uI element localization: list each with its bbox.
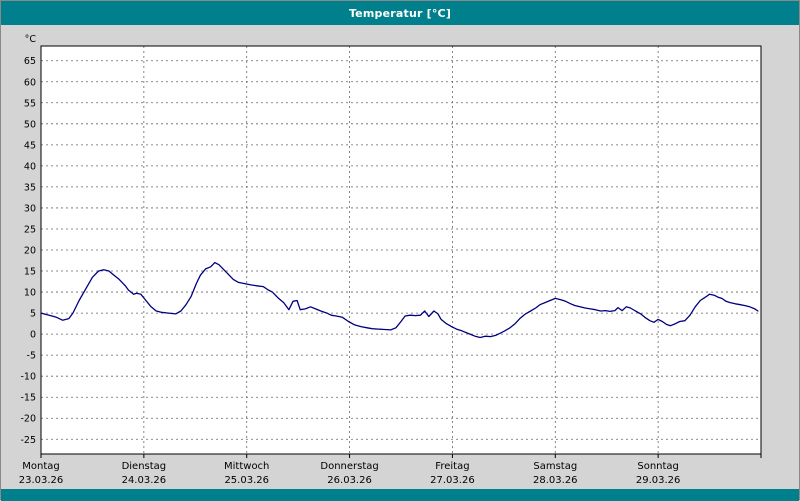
svg-text:50: 50 <box>24 119 36 130</box>
x-weekday-label: Sonntag <box>637 461 679 472</box>
bottom-status-bar <box>1 489 799 501</box>
svg-text:-5: -5 <box>27 351 36 362</box>
x-date-label: 26.03.26 <box>327 475 372 486</box>
svg-text:-15: -15 <box>20 393 36 404</box>
title-bar: Temperatur [°C] <box>1 1 799 25</box>
svg-text:0: 0 <box>30 330 36 341</box>
svg-text:10: 10 <box>24 288 36 299</box>
svg-text:60: 60 <box>24 77 36 88</box>
x-weekday-label: Samstag <box>533 461 577 472</box>
svg-text:45: 45 <box>24 140 36 151</box>
chart-area: 65 60 55 50 45 40 35 30 25 20 15 10 5 0 -5 -10 -15 -20 -25… <box>1 25 799 489</box>
svg-text:15: 15 <box>24 267 36 278</box>
temperature-line-chart: 65605550454035302520151050-5-10-15-20-25… <box>19 34 762 486</box>
x-weekday-label: Montag <box>22 461 59 472</box>
x-date-label: 23.03.26 <box>19 475 64 486</box>
svg-text:-10: -10 <box>20 372 36 383</box>
x-date-label: 27.03.26 <box>430 475 475 486</box>
svg-text:65: 65 <box>24 56 36 67</box>
x-weekday-label: Donnerstag <box>320 461 378 472</box>
chart-title: Temperatur [°C] <box>348 6 452 20</box>
x-date-label: 24.03.26 <box>122 475 167 486</box>
svg-text:25: 25 <box>24 224 36 235</box>
x-weekday-label: Dienstag <box>122 461 167 472</box>
svg-text:35: 35 <box>24 182 36 193</box>
horizontal-gridlines <box>41 60 761 440</box>
svg-text:5: 5 <box>30 309 36 320</box>
x-date-label: 25.03.26 <box>224 475 269 486</box>
svg-text:40: 40 <box>24 161 36 172</box>
temperature-series-line <box>40 261 759 339</box>
x-date-label: 29.03.26 <box>636 475 681 486</box>
x-weekday-label: Freitag <box>435 461 469 472</box>
svg-text:-20: -20 <box>20 414 36 425</box>
svg-text:-25: -25 <box>20 435 36 446</box>
svg-text:20: 20 <box>24 246 36 257</box>
x-axis-labels: Montag 23.03.26 Dienstag 24.03.26 Mittwoch 25… <box>19 454 762 486</box>
plot-border <box>40 45 762 455</box>
vertical-gridlines <box>143 46 659 454</box>
x-weekday-label: Mittwoch <box>224 461 269 472</box>
svg-text:30: 30 <box>24 203 36 214</box>
svg-text:55: 55 <box>24 98 36 109</box>
x-date-label: 28.03.26 <box>533 475 578 486</box>
y-axis-unit-label: °C <box>25 34 37 45</box>
